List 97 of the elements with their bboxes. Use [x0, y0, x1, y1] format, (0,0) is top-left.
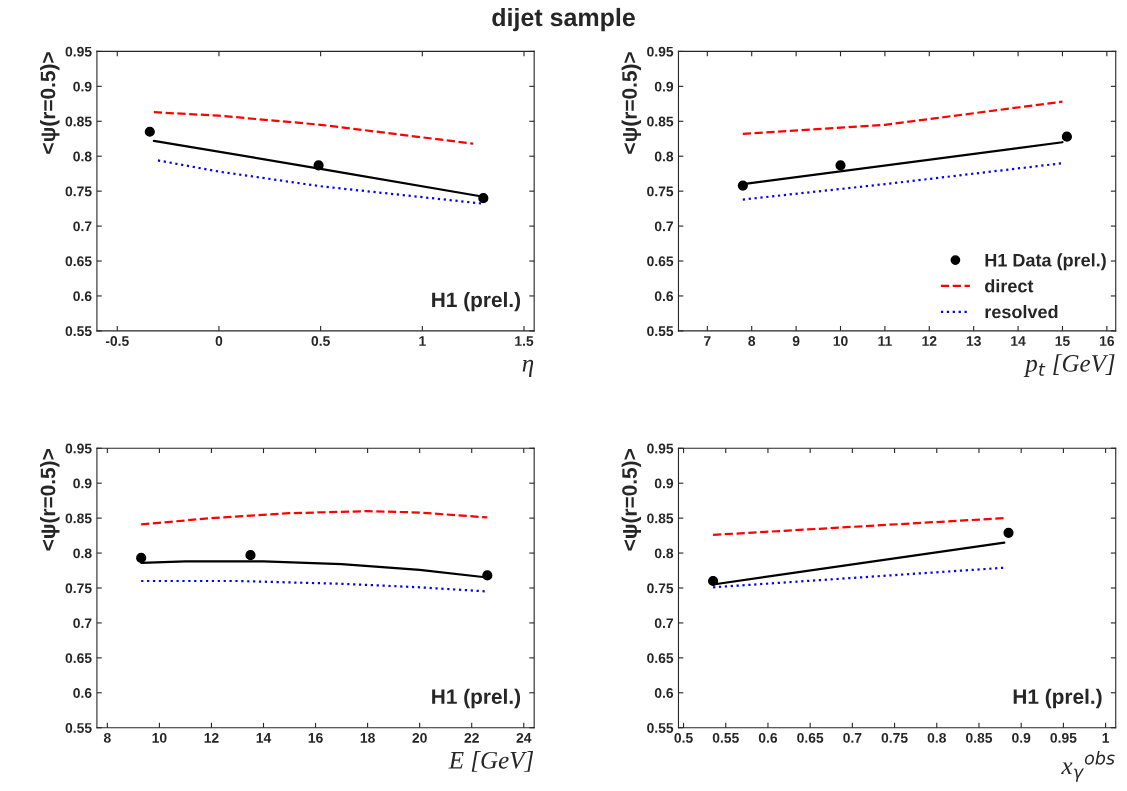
y-tick-label: 0.9 — [654, 478, 674, 489]
point — [136, 552, 147, 564]
x-tick-label: 0.6 — [758, 732, 778, 743]
y-tick-label: 0.85 — [65, 116, 92, 127]
y-tick-label: 0.8 — [654, 548, 674, 559]
point — [835, 160, 846, 171]
x-tick-label: 22 — [464, 732, 479, 743]
y-tick-label: 0.7 — [73, 221, 92, 232]
legend-label: direct — [985, 279, 1034, 293]
y-tick-label: 0.65 — [647, 653, 674, 664]
x-tick-label: 0.5 — [674, 732, 693, 743]
x-tick-label: 12 — [922, 336, 937, 346]
point — [478, 193, 489, 204]
x-tick-label: 13 — [966, 336, 981, 346]
x-tick-label: 0.95 — [1050, 732, 1077, 743]
x-axis-title: p$_{t}$ [GeV] — [1023, 354, 1115, 377]
x-tick-label: 14 — [256, 733, 272, 743]
y-tick-label: 0.85 — [647, 116, 674, 127]
x-tick-label: 20 — [412, 732, 427, 743]
x-tick-label: 1 — [1102, 733, 1110, 743]
x-tick-label: 1 — [419, 336, 426, 346]
y-tick-label: 0.85 — [647, 513, 674, 524]
x-tick-label: 14 — [1011, 336, 1026, 346]
y-tick-label: 0.6 — [73, 291, 92, 302]
x-tick-label: 11 — [878, 336, 892, 346]
y-axis-title: <ψ(r=0.5)> — [40, 52, 60, 154]
x-tick-label: 18 — [360, 732, 375, 743]
annotation: H1 (prel.) — [1013, 688, 1102, 709]
x-tick-label: 0.75 — [881, 732, 908, 743]
y-tick-label: 0.9 — [654, 81, 674, 92]
x-tick-label: 1.5 — [515, 336, 534, 346]
y-axis-title: <ψ(r=0.5)> — [621, 449, 642, 551]
y-tick-label: 0.75 — [65, 186, 92, 197]
x-tick-label: 0.9 — [1012, 732, 1031, 743]
y-tick-label: 0.7 — [73, 618, 92, 629]
y-tick-label: 0.8 — [654, 151, 674, 162]
y-tick-label: 0.65 — [65, 256, 92, 267]
y-tick-label: 0.75 — [647, 583, 674, 594]
y-tick-label: 0.8 — [73, 548, 92, 559]
x-tick-label: 12 — [204, 732, 219, 743]
y-axis-title: <ψ(r=0.5)> — [40, 449, 60, 551]
y-tick-label: 0.9 — [73, 478, 92, 489]
y-tick-label: 0.6 — [73, 688, 92, 698]
y-tick-label: 0.65 — [65, 653, 92, 664]
point — [1061, 131, 1072, 142]
y-axis-title: <ψ(r=0.5)> — [621, 52, 642, 154]
x-tick-label: 16 — [308, 732, 323, 743]
x-tick-label: 7 — [704, 336, 711, 346]
y-tick-label: 0.75 — [647, 186, 674, 197]
point — [313, 160, 324, 171]
y-tick-label: 0.55 — [65, 326, 92, 337]
point — [482, 570, 493, 581]
x-tick-label: 0.55 — [712, 732, 739, 743]
y-tick-label: 0.85 — [65, 513, 92, 524]
annotation: H1 (prel.) — [432, 688, 521, 709]
y-tick-label: 0.6 — [654, 688, 674, 698]
line-series — [140, 510, 489, 526]
legend-label: H1 Data (prel.) — [985, 253, 1106, 271]
x-axis-title: E [GeV] — [448, 751, 534, 772]
chart-title: dijet sample — [492, 7, 635, 32]
x-tick-label: 9 — [792, 336, 800, 346]
y-tick-label: 0.6 — [654, 291, 674, 302]
y-tick-label: 0.95 — [65, 46, 92, 57]
x-tick-label: 0.8 — [927, 732, 946, 743]
x-tick-label: 0 — [215, 336, 223, 346]
y-tick-label: 0.8 — [73, 151, 92, 162]
x-tick-label: 0.65 — [797, 732, 824, 743]
x-tick-label: 15 — [1055, 336, 1070, 346]
point — [737, 180, 748, 191]
y-tick-label: 0.55 — [647, 326, 674, 337]
x-tick-label: 10 — [833, 336, 848, 346]
x-tick-label: 0.5 — [311, 336, 330, 346]
x-tick-label: 8 — [103, 732, 111, 743]
line-series — [152, 111, 475, 145]
x-axis-title: η — [522, 359, 534, 377]
legend-label: resolved — [985, 305, 1058, 319]
x-tick-label: 0.7 — [843, 732, 862, 743]
x-tick-label: 24 — [516, 732, 532, 743]
y-tick-label: 0.7 — [654, 221, 673, 232]
y-tick-label: 0.95 — [647, 46, 674, 57]
x-tick-label: 10 — [152, 732, 167, 743]
y-tick-label: 0.7 — [654, 618, 673, 629]
x-tick-label: 16 — [1100, 336, 1115, 346]
y-tick-label: 0.65 — [647, 256, 674, 267]
y-tick-label: 0.55 — [65, 723, 92, 733]
x-tick-label: -0.5 — [105, 336, 129, 346]
y-tick-label: 0.95 — [647, 443, 674, 454]
x-tick-label: 8 — [748, 336, 756, 346]
annotation: H1 (prel.) — [432, 291, 521, 312]
y-tick-label: 0.95 — [65, 443, 92, 454]
y-tick-label: 0.55 — [647, 723, 674, 733]
y-tick-label: 0.9 — [73, 81, 92, 92]
x-tick-label: 0.85 — [966, 732, 993, 743]
y-tick-label: 0.75 — [65, 583, 92, 594]
point — [144, 126, 155, 137]
point — [245, 550, 256, 561]
x-axis-title: x$_{γ}$$^{obs}$ — [1061, 751, 1115, 782]
